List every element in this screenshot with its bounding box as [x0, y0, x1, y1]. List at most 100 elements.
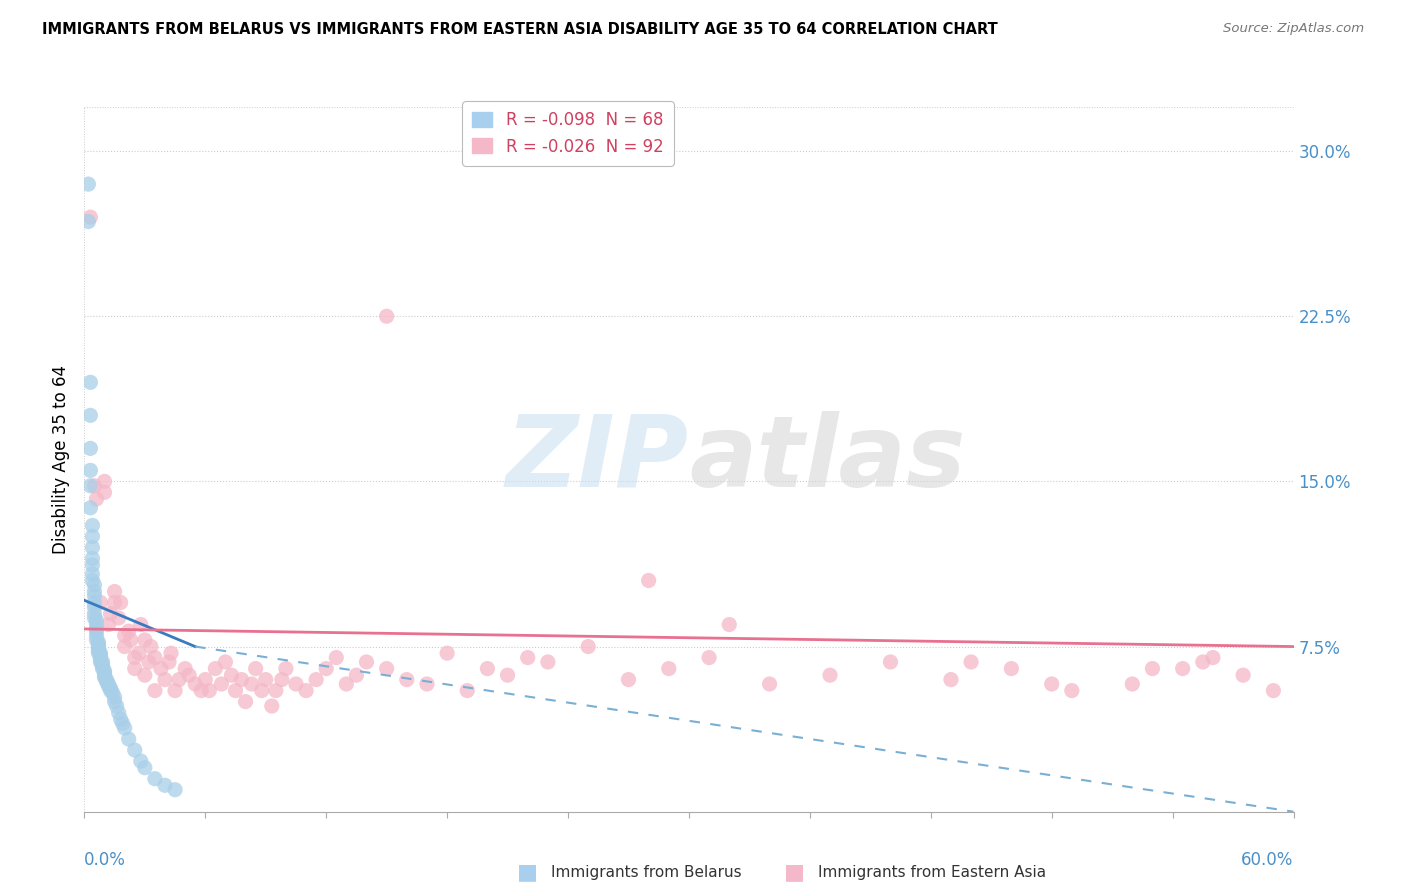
Point [107, 611, 129, 625]
Text: ■: ■ [517, 863, 537, 882]
Point [939, 673, 962, 687]
Point [1202, 650, 1225, 665]
Point [436, 646, 458, 660]
Point [143, 683, 166, 698]
Legend: R = -0.098  N = 68, R = -0.026  N = 92: R = -0.098 N = 68, R = -0.026 N = 92 [463, 102, 673, 166]
Text: ■: ■ [785, 863, 804, 882]
Point [879, 655, 901, 669]
Point [91, 659, 114, 673]
Point [240, 677, 263, 691]
Point [87, 646, 110, 660]
Point [198, 683, 221, 698]
Point [93, 670, 115, 684]
Point [87, 637, 110, 651]
Point [270, 673, 292, 687]
Point [496, 668, 519, 682]
Point [194, 673, 217, 687]
Point [100, 683, 122, 698]
Point [1142, 662, 1164, 676]
Point [818, 668, 841, 682]
Point [153, 778, 176, 792]
Point [93, 475, 115, 489]
Point [114, 640, 136, 654]
Point [82, 551, 104, 566]
Point [77, 177, 100, 191]
Point [129, 754, 152, 768]
Point [97, 679, 120, 693]
Point [87, 641, 110, 656]
Point [93, 664, 115, 678]
Point [1171, 662, 1194, 676]
Point [204, 662, 226, 676]
Point [87, 635, 110, 649]
Point [254, 673, 277, 687]
Point [77, 214, 100, 228]
Point [93, 668, 115, 682]
Point [114, 721, 136, 735]
Point [758, 677, 780, 691]
Point [134, 632, 156, 647]
Point [104, 695, 127, 709]
Point [1192, 655, 1215, 669]
Point [79, 500, 101, 515]
Point [83, 607, 105, 621]
Point [128, 646, 150, 660]
Point [86, 613, 108, 627]
Point [718, 617, 741, 632]
Point [79, 463, 101, 477]
Point [118, 732, 141, 747]
Point [97, 617, 120, 632]
Point [225, 683, 247, 698]
Point [395, 673, 418, 687]
Point [83, 479, 105, 493]
Point [79, 376, 101, 390]
Point [165, 683, 187, 698]
Point [124, 743, 146, 757]
Point [96, 673, 118, 687]
Point [83, 589, 105, 603]
Point [305, 673, 328, 687]
Point [165, 782, 187, 797]
Point [375, 310, 398, 324]
Point [960, 655, 983, 669]
Point [325, 650, 347, 665]
Point [456, 683, 478, 698]
Text: 60.0%: 60.0% [1241, 851, 1294, 869]
Point [134, 668, 156, 682]
Point [101, 686, 124, 700]
Text: 0.0%: 0.0% [84, 851, 127, 869]
Point [82, 518, 104, 533]
Point [107, 706, 129, 720]
Point [82, 566, 104, 581]
Point [79, 409, 101, 423]
Point [86, 617, 108, 632]
Point [221, 668, 243, 682]
Point [79, 442, 101, 456]
Text: Immigrants from Belarus: Immigrants from Belarus [551, 865, 742, 880]
Point [346, 668, 368, 682]
Point [97, 677, 120, 691]
Point [120, 632, 142, 647]
Point [245, 662, 267, 676]
Text: IMMIGRANTS FROM BELARUS VS IMMIGRANTS FROM EASTERN ASIA DISABILITY AGE 35 TO 64 : IMMIGRANTS FROM BELARUS VS IMMIGRANTS FR… [42, 22, 998, 37]
Point [617, 673, 640, 687]
Point [209, 677, 232, 691]
Point [658, 662, 681, 676]
Point [100, 607, 122, 621]
Point [139, 640, 162, 654]
Y-axis label: Disability Age 35 to 64: Disability Age 35 to 64 [52, 365, 70, 554]
Point [143, 650, 166, 665]
Point [82, 558, 104, 573]
Point [315, 662, 337, 676]
Point [1121, 677, 1143, 691]
Point [110, 712, 132, 726]
Point [576, 640, 599, 654]
Point [89, 646, 111, 660]
Point [416, 677, 439, 691]
Point [93, 485, 115, 500]
Point [235, 695, 257, 709]
Text: Source: ZipAtlas.com: Source: ZipAtlas.com [1223, 22, 1364, 36]
Point [260, 699, 283, 714]
Point [1060, 683, 1083, 698]
Point [295, 683, 318, 698]
